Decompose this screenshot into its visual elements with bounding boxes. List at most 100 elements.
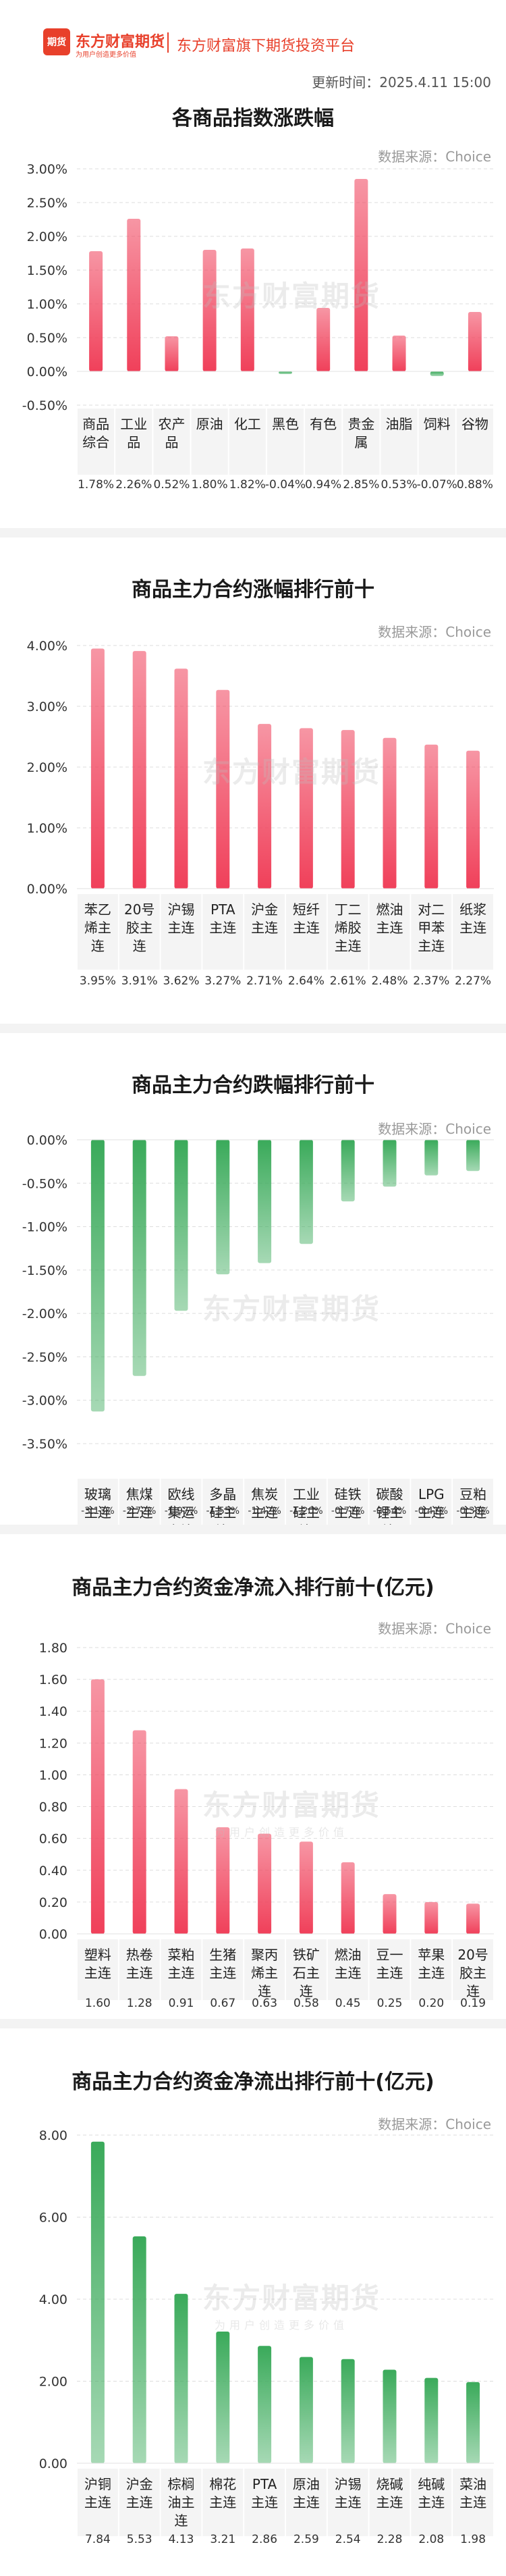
data-label: 2.71% (246, 974, 283, 988)
bar (90, 1140, 105, 1412)
category-label-box (202, 1479, 244, 1533)
bar (132, 1140, 146, 1376)
data-label: 0.45 (335, 1997, 361, 2010)
data-label: 0.25 (377, 1997, 403, 2010)
x-tick-label: 纸浆主连 (459, 901, 486, 936)
bar (174, 1140, 188, 1311)
data-label: 0.91 (169, 1997, 194, 2010)
category-label-box (78, 1479, 118, 1533)
chart-title: 商品主力合约资金净流入排行前十(亿元) (72, 1576, 434, 1600)
bar (354, 179, 368, 371)
category-label-box (369, 1939, 410, 2000)
data-label: 2.28 (377, 2533, 403, 2546)
category-label-box (286, 894, 327, 970)
update-time: 更新时间：2025.4.11 15:00 (312, 74, 491, 90)
x-tick-label: 玻璃主连 (84, 1486, 111, 1521)
chart-net-outflow: 8.00 6.00 4.00 2.00 0.00 沪铜主连 7.84 沪金主连 5.53 棕榈油主… (39, 2128, 494, 2546)
data-label: -1.97% (165, 1506, 198, 1517)
x-tick-label: 沪锡主连 (335, 2476, 362, 2511)
y-tick-label: 0.60 (39, 1832, 67, 1847)
y-tick-label: 4.00% (27, 639, 67, 654)
data-label: 1.28 (127, 1997, 152, 2010)
x-tick-label: 黑色 (272, 416, 299, 432)
data-label: 1.82% (229, 478, 266, 492)
y-tick-label: 2.00% (27, 230, 67, 244)
category-label-box (119, 2469, 160, 2536)
section-divider (0, 1024, 506, 1033)
chart-section-top-losers: 商品主力合约跌幅排行前十 数据来源：Choice 0.00% -0.50% -1.0… (0, 1033, 506, 1533)
data-label: 0.20 (418, 1997, 444, 2010)
x-tick-label: 苹果主连 (418, 1947, 445, 1981)
category-label-box (78, 1939, 118, 2000)
bar (89, 251, 103, 371)
x-tick-label: 聚丙烯主连 (251, 1947, 278, 1999)
watermark: 东方财富期货 (202, 750, 381, 791)
y-tick-label: 2.00 (39, 2375, 67, 2390)
data-label: 0.58 (293, 1997, 319, 2010)
y-tick-label: 1.00 (39, 1768, 67, 1783)
bar (174, 1789, 188, 1934)
watermark-text: 东方财富期货 (202, 2282, 381, 2315)
bar (424, 2377, 439, 2463)
section-divider (0, 528, 506, 537)
x-tick-label: 农产品 (158, 416, 185, 450)
bar (468, 312, 482, 371)
data-label: 3.21 (210, 2533, 235, 2546)
bar (127, 219, 141, 371)
data-label: -1.55% (206, 1506, 240, 1517)
category-label-box (244, 1939, 285, 2000)
y-tick-label: -2.00% (22, 1307, 67, 1321)
bar (216, 689, 230, 889)
category-label-box (369, 2469, 410, 2536)
x-tick-label: 菜粕主连 (168, 1947, 195, 1981)
x-tick-label: 豆粕主连 (459, 1486, 486, 1521)
y-tick-label: 0.50% (27, 331, 67, 346)
chart-title: 各商品指数涨跌幅 (172, 107, 334, 130)
category-label-box (266, 409, 304, 475)
category-label-box (453, 1479, 493, 1533)
y-tick-label: 1.80 (39, 1641, 67, 1656)
category-label-box (343, 409, 380, 475)
category-label-box (327, 1939, 368, 2000)
y-tick-label: -1.50% (22, 1263, 67, 1278)
category-label-box (286, 1939, 327, 2000)
data-source: 数据来源：Choice (378, 1121, 491, 1137)
data-label: -0.04% (265, 478, 306, 492)
data-label: 0.53% (381, 478, 418, 492)
bar (258, 1833, 272, 1934)
category-label-box (119, 1479, 160, 1533)
chart-title: 商品主力合约涨幅排行前十 (132, 578, 374, 602)
watermark-text: 东方财富期货 (202, 1292, 381, 1325)
x-tick-label: 焦煤主连 (126, 1486, 153, 1521)
category-label-box (229, 409, 266, 475)
category-label-box (453, 2469, 493, 2536)
bar (466, 1140, 480, 1172)
x-tick-label: 棕榈油主连 (168, 2476, 195, 2529)
y-tick-label: 1.60 (39, 1673, 67, 1687)
bar (424, 1901, 439, 1934)
category-label-box (411, 894, 452, 970)
data-source: 数据来源：Choice (378, 624, 491, 640)
x-tick-label: 原油 (196, 416, 223, 432)
x-tick-label: PTA 主连 (209, 901, 236, 936)
data-label: -0.07% (417, 478, 457, 492)
x-tick-label: 对二甲苯主连 (418, 901, 445, 954)
category-label-box (453, 894, 493, 970)
watermark-slogan: 为用户创造更多价值 (215, 2319, 349, 2332)
y-tick-label: 1.50% (27, 263, 67, 278)
category-label-box (369, 894, 410, 970)
x-tick-label: 20号胶主连 (457, 1947, 488, 1999)
category-label-box (115, 409, 152, 475)
watermark: 东方财富期货 (202, 1783, 381, 1824)
bar (299, 1140, 313, 1244)
y-tick-label: 6.00 (39, 2211, 67, 2226)
bar (341, 1862, 355, 1934)
bar (466, 1903, 480, 1934)
x-tick-label: 20号胶主连 (124, 901, 154, 954)
x-tick-label: 贵金属 (347, 416, 374, 450)
x-tick-label: 商品综合 (82, 416, 109, 450)
data-label: 1.78% (78, 478, 114, 492)
bar (202, 250, 217, 371)
data-label: 1.80% (192, 478, 228, 492)
y-tick-label: 0.00 (39, 1927, 67, 1942)
